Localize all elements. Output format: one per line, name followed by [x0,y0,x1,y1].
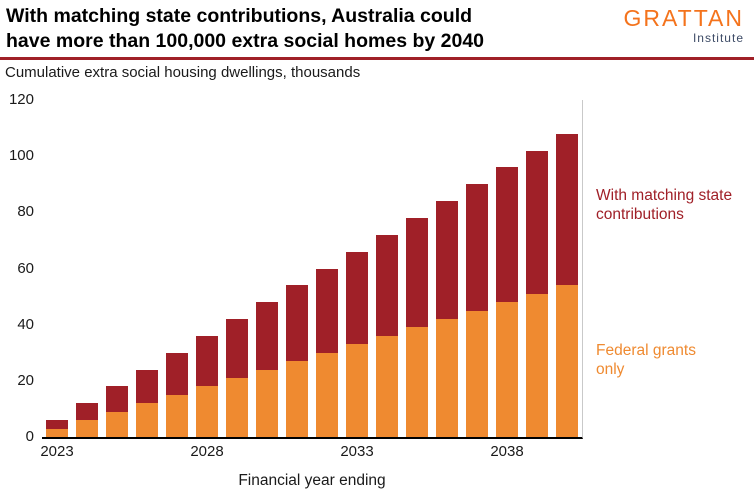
y-tick-60: 60 [17,259,34,277]
segment-federal-2030 [256,369,278,437]
chart-title-line2: have more than 100,000 extra social home… [6,30,485,52]
bar-2028 [192,100,222,437]
stacked-bar-2036 [436,201,458,437]
segment-state-2028 [196,335,218,387]
x-tick-2023: 2023 [40,443,74,460]
stacked-bar-2025 [106,386,128,437]
stacked-bar-2030 [256,302,278,437]
segment-federal-2026 [136,403,158,437]
segment-state-2027 [166,352,188,395]
segment-federal-2039 [526,293,548,437]
grattan-logo-wordmark: GRATTAN [623,5,744,31]
stacked-bar-2034 [376,234,398,437]
segment-federal-2034 [376,335,398,437]
segment-federal-2028 [196,386,218,437]
bar-2032 [312,100,342,437]
bar-2033 [342,100,372,437]
segment-state-2023 [46,420,68,429]
segment-state-2039 [526,150,548,294]
plot-area [42,100,583,439]
title-divider [0,57,754,60]
stacked-bar-2029 [226,319,248,437]
segment-federal-2025 [106,411,128,437]
segment-state-2026 [136,369,158,404]
stacked-bar-2032 [316,268,338,437]
bar-2025 [102,100,132,437]
series-label-matching-state: With matching state contributions [596,187,733,223]
x-tick-2028: 2028 [190,443,224,460]
segment-state-2024 [76,403,98,421]
y-tick-120: 120 [8,91,34,108]
y-tick-0: 0 [25,428,34,445]
series-label-federal-grants: Federal grants only [596,342,696,378]
segment-federal-2037 [466,310,488,437]
x-axis-title: Financial year ending [238,472,386,489]
bar-2026 [132,100,162,437]
segment-state-2033 [346,251,368,345]
segment-federal-2036 [436,319,458,437]
stacked-bar-2033 [346,251,368,437]
bar-2031 [282,100,312,437]
segment-state-2038 [496,167,518,303]
segment-federal-2040 [556,285,578,437]
stacked-bar-2031 [286,285,308,437]
stacked-bar-2038 [496,167,518,437]
segment-federal-2027 [166,394,188,437]
bar-2030 [252,100,282,437]
y-tick-100: 100 [8,147,34,165]
grattan-logo: GRATTAN Institute [624,6,744,45]
bar-2038 [492,100,522,437]
segment-state-2029 [226,319,248,379]
y-tick-20: 20 [17,371,34,389]
segment-state-2036 [436,201,458,320]
segment-state-2037 [466,184,488,311]
stacked-bar-2039 [526,150,548,437]
y-tick-40: 40 [17,315,34,333]
segment-federal-2032 [316,352,338,437]
stacked-bar-2037 [466,184,488,437]
segment-federal-2033 [346,344,368,437]
chart-title: With matching state contributions, Austr… [6,4,484,54]
y-axis: 0 20 40 60 80 100 120 [0,91,34,445]
stacked-bar-2040 [556,133,578,437]
stacked-bar-2027 [166,352,188,437]
stacked-bar-2028 [196,335,218,437]
segment-state-2025 [106,386,128,412]
segment-federal-2038 [496,302,518,437]
x-tick-2038: 2038 [490,443,524,460]
chart-title-line1: With matching state contributions, Austr… [6,5,473,27]
bar-2029 [222,100,252,437]
segment-state-2031 [286,285,308,362]
bar-2035 [402,100,432,437]
x-axis: 2023 2028 2033 2038 [40,443,582,463]
bar-2027 [162,100,192,437]
stacked-bar-2023 [46,420,68,437]
segment-federal-2029 [226,378,248,437]
chart-subtitle: Cumulative extra social housing dwelling… [5,64,361,81]
grattan-logo-institute: Institute [692,31,744,45]
segment-state-2040 [556,133,578,286]
stacked-bar-2026 [136,369,158,437]
bar-2039 [522,100,552,437]
segment-federal-2024 [76,420,98,437]
segment-federal-2031 [286,361,308,437]
bar-2040 [552,100,582,437]
bar-2024 [72,100,102,437]
bar-2034 [372,100,402,437]
x-tick-2033: 2033 [340,443,374,460]
stacked-bar-2035 [406,217,428,437]
bar-2036 [432,100,462,437]
stacked-bar-2024 [76,403,98,437]
segment-state-2035 [406,217,428,328]
y-tick-80: 80 [17,203,34,221]
segment-federal-2035 [406,327,428,437]
segment-state-2034 [376,234,398,336]
segment-state-2032 [316,268,338,353]
segment-state-2030 [256,302,278,370]
segment-federal-2023 [46,428,68,437]
bar-2037 [462,100,492,437]
bar-2023 [42,100,72,437]
